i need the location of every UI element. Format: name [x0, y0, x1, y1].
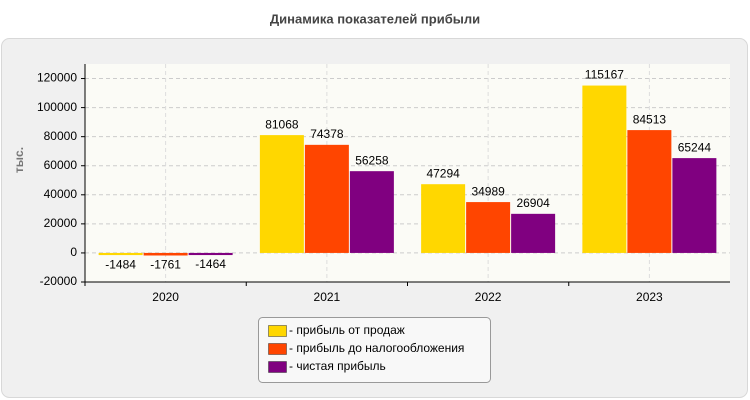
x-tick-label: 2021 — [314, 290, 341, 304]
y-tick-label: -20000 — [40, 274, 78, 288]
bar — [511, 213, 556, 253]
x-tick-label: 2023 — [636, 290, 663, 304]
data-label: 26904 — [516, 196, 550, 210]
y-tick-label: 80000 — [44, 129, 78, 143]
data-label: -1484 — [105, 257, 136, 271]
y-tick-label: 20000 — [44, 216, 78, 230]
bar — [259, 135, 304, 253]
y-tick-label: 60000 — [44, 158, 78, 172]
data-label: 84513 — [633, 112, 667, 126]
bar — [349, 171, 394, 253]
y-tick-label: 0 — [70, 245, 77, 259]
y-tick-label: 40000 — [44, 187, 78, 201]
data-label: 81068 — [265, 117, 299, 131]
legend-swatch — [268, 343, 287, 355]
bar — [304, 144, 349, 253]
bar — [582, 85, 627, 253]
x-tick-label: 2020 — [152, 290, 179, 304]
data-label: 115167 — [585, 68, 624, 82]
bar — [143, 252, 188, 256]
data-label: 65244 — [678, 140, 712, 154]
data-label: -1761 — [150, 258, 181, 272]
legend-label: - чистая прибыль — [289, 359, 386, 373]
bar — [672, 158, 717, 253]
bar — [627, 130, 672, 253]
data-label: 34989 — [471, 184, 505, 198]
bar — [98, 252, 143, 256]
data-label: 56258 — [355, 153, 389, 167]
data-label: 47294 — [426, 166, 460, 180]
data-label: -1464 — [195, 257, 226, 271]
legend-label: - прибыль от продаж — [289, 323, 405, 337]
legend — [258, 317, 491, 383]
y-axis-label: тыс. — [12, 147, 26, 173]
bar — [188, 252, 233, 256]
bar — [466, 202, 511, 253]
legend-label: - прибыль до налогообложения — [289, 341, 464, 355]
legend-swatch — [268, 325, 287, 337]
x-tick-label: 2022 — [475, 290, 502, 304]
bar — [421, 184, 466, 253]
data-label: 74378 — [310, 127, 344, 141]
chart-title: Динамика показателей прибыли — [270, 11, 480, 26]
y-tick-label: 100000 — [37, 100, 77, 114]
legend-swatch — [268, 361, 287, 373]
y-tick-label: 120000 — [37, 71, 77, 85]
